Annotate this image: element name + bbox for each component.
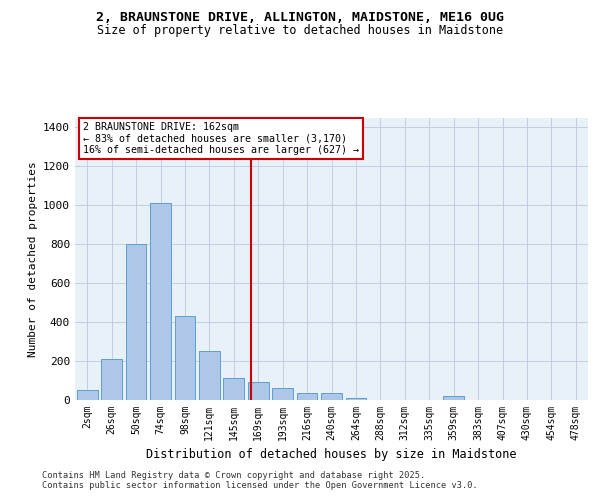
Bar xyxy=(175,316,196,400)
Bar xyxy=(321,393,342,400)
Bar xyxy=(223,378,244,400)
Bar xyxy=(272,388,293,400)
Bar xyxy=(199,352,220,400)
Bar xyxy=(443,396,464,400)
Bar xyxy=(101,359,122,400)
Bar xyxy=(248,382,269,400)
Text: Size of property relative to detached houses in Maidstone: Size of property relative to detached ho… xyxy=(97,24,503,37)
Bar xyxy=(77,390,98,400)
Y-axis label: Number of detached properties: Number of detached properties xyxy=(28,161,38,356)
Text: Contains HM Land Registry data © Crown copyright and database right 2025.
Contai: Contains HM Land Registry data © Crown c… xyxy=(42,470,478,490)
Bar xyxy=(346,398,367,400)
Text: 2 BRAUNSTONE DRIVE: 162sqm
← 83% of detached houses are smaller (3,170)
16% of s: 2 BRAUNSTONE DRIVE: 162sqm ← 83% of deta… xyxy=(83,122,359,155)
X-axis label: Distribution of detached houses by size in Maidstone: Distribution of detached houses by size … xyxy=(146,448,517,462)
Text: 2, BRAUNSTONE DRIVE, ALLINGTON, MAIDSTONE, ME16 0UG: 2, BRAUNSTONE DRIVE, ALLINGTON, MAIDSTON… xyxy=(96,11,504,24)
Bar xyxy=(125,244,146,400)
Bar xyxy=(150,203,171,400)
Bar xyxy=(296,393,317,400)
